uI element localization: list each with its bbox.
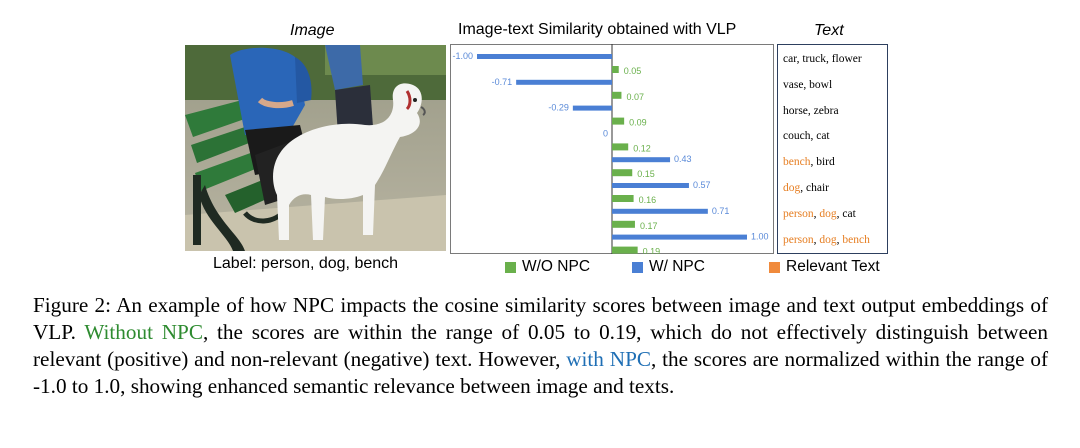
text-segment: car, truck, flower xyxy=(783,53,862,65)
caption-without-npc: Without NPC xyxy=(84,320,203,344)
legend-relevant-swatch xyxy=(769,261,780,273)
text-segment: couch, cat xyxy=(783,130,830,143)
text-row: vase, bowl xyxy=(783,79,832,91)
similarity-bar-chart: -1.00 0.05 -0.71 0.07 -0.29 0.09 0 0.12 0.43 0.15… xyxy=(452,44,769,254)
value-label-w-npc: 0.71 xyxy=(712,206,730,216)
bar-wo-npc xyxy=(612,143,629,151)
text-segment: , xyxy=(813,233,820,246)
relevant-word: person xyxy=(783,233,814,246)
value-label-w-npc: 0 xyxy=(603,128,608,138)
text-segment: , bird xyxy=(810,156,835,169)
text-row: bench, bird xyxy=(783,156,835,168)
value-label-wo-npc: 0.16 xyxy=(639,195,657,205)
value-label-wo-npc: 0.12 xyxy=(633,143,651,153)
bar-w-npc xyxy=(477,54,612,59)
legend-wo-npc: W/O NPC xyxy=(505,258,590,276)
bar-w-npc xyxy=(612,157,671,163)
text-row: horse, zebra xyxy=(783,105,839,117)
value-label-w-npc: 0.43 xyxy=(674,154,692,164)
value-label-w-npc: -1.00 xyxy=(452,51,473,61)
caption-prefix: Figure 2: An example of how NPC impacts … xyxy=(33,293,1048,344)
value-label-w-npc: 1.00 xyxy=(751,232,769,242)
image-label: Label: person, dog, bench xyxy=(213,255,399,272)
caption-middle: , the scores are within the range of 0.0… xyxy=(33,320,1048,371)
relevant-word: person xyxy=(783,207,814,220)
text-segment: , xyxy=(813,207,820,220)
bar-w-npc xyxy=(612,208,708,214)
text-panel: car, truck, flower vase, bowl horse, zebra… xyxy=(777,44,888,254)
bar-w-npc xyxy=(612,183,689,188)
legend-relevant-label: Relevant Text xyxy=(786,258,880,275)
bar-wo-npc xyxy=(612,246,638,254)
text-row: dog, chair xyxy=(783,182,829,194)
relevant-word: dog xyxy=(819,233,837,246)
bar-w-npc xyxy=(516,79,612,85)
text-segment: , cat xyxy=(836,207,856,220)
text-row: person, dog, bench xyxy=(783,234,870,246)
text-panel-title: Text xyxy=(814,22,844,39)
chart-title: Image-text Similarity obtained with VLP xyxy=(458,21,737,38)
text-row: couch, cat xyxy=(783,130,830,142)
legend-relevant-text: Relevant Text xyxy=(769,258,880,276)
value-label-w-npc: -0.71 xyxy=(492,77,513,87)
legend-wo-npc-swatch xyxy=(505,261,516,273)
text-segment: , xyxy=(836,233,843,246)
text-segment: vase, bowl xyxy=(783,78,833,91)
image-panel-title: Image xyxy=(290,22,335,39)
caption-with-npc: with NPC xyxy=(566,347,651,371)
value-label-wo-npc: 0.19 xyxy=(643,247,661,254)
legend-wo-npc-label: W/O NPC xyxy=(522,258,591,275)
bar-wo-npc xyxy=(612,195,634,202)
value-label-wo-npc: 0.15 xyxy=(637,169,655,179)
figure: Image Image-text Similarity obtained wit… xyxy=(185,21,888,276)
relevant-word: bench xyxy=(842,233,870,246)
relevant-word: dog xyxy=(819,207,837,220)
value-label-wo-npc: 0.05 xyxy=(624,66,642,76)
value-label-wo-npc: 0.07 xyxy=(626,92,644,102)
relevant-word: bench xyxy=(783,156,811,169)
figure-caption: Figure 2: An example of how NPC impacts … xyxy=(33,292,1048,400)
value-label-w-npc: -0.29 xyxy=(548,103,569,113)
bar-wo-npc xyxy=(612,117,625,125)
dog-bench-photo xyxy=(185,45,446,251)
text-row: car, truck, flower xyxy=(783,53,862,65)
text-row: person, dog, cat xyxy=(783,208,856,220)
legend-w-npc: W/ NPC xyxy=(632,258,705,276)
caption-suffix: , the scores are normalized within the r… xyxy=(33,347,1048,398)
legend-w-npc-swatch xyxy=(632,261,643,273)
bar-wo-npc xyxy=(612,91,622,99)
bar-wo-npc xyxy=(612,66,619,73)
value-label-wo-npc: 0.09 xyxy=(629,118,647,128)
bar-w-npc xyxy=(572,105,612,111)
bar-w-npc xyxy=(612,234,747,240)
legend-w-npc-label: W/ NPC xyxy=(649,258,705,275)
value-label-wo-npc: 0.17 xyxy=(640,221,658,231)
text-segment: horse, zebra xyxy=(783,104,839,117)
bar-wo-npc xyxy=(612,169,633,177)
relevant-word: dog xyxy=(783,182,801,194)
value-label-w-npc: 0.57 xyxy=(693,180,711,190)
bar-wo-npc xyxy=(612,220,635,228)
text-segment: , chair xyxy=(800,182,829,194)
